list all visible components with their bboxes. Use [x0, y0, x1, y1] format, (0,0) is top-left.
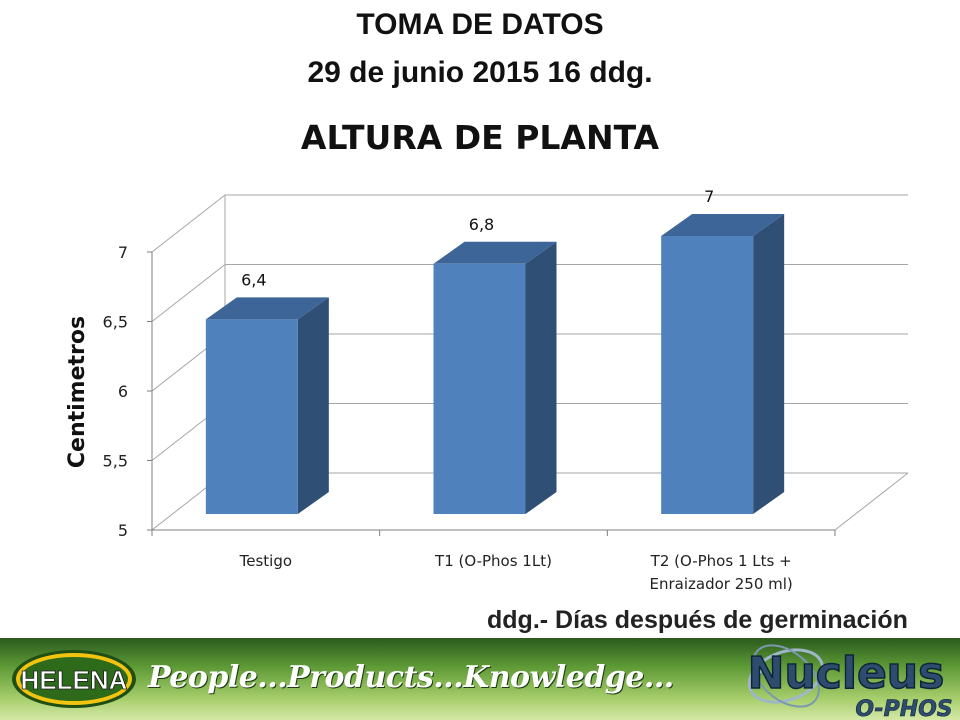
- gridline-diagonal: [151, 194, 226, 253]
- floor-edge: [834, 472, 909, 531]
- gridline-diagonal: [151, 264, 226, 322]
- slide-title-line-2: 29 de junio 2015 16 ddg.: [307, 56, 653, 89]
- data-label: 7: [704, 187, 714, 206]
- bar-top: [433, 241, 557, 264]
- bar: [205, 319, 298, 514]
- nucleus-ophos-logo: Nucleus O-PHOS: [747, 644, 953, 720]
- chart-bars: [205, 214, 785, 515]
- bar: [433, 263, 526, 514]
- bar-group: [205, 297, 329, 514]
- y-axis-title: Centimetros: [65, 316, 90, 468]
- bar-top: [205, 297, 329, 320]
- data-label: 6,4: [241, 270, 266, 289]
- chart-title: ALTURA DE PLANTA: [300, 118, 660, 157]
- helena-brand-text: HELENA: [21, 665, 128, 695]
- y-tick-label: 5,5: [103, 452, 128, 471]
- nucleus-text: Nucleus: [748, 648, 945, 699]
- x-tick-label: T1 (O-Phos 1Lt): [434, 552, 552, 570]
- footnote-text: ddg.- Días después de germinación: [487, 606, 908, 634]
- bar-side: [525, 241, 557, 515]
- y-tick-label: 7: [118, 243, 128, 262]
- bar-side: [297, 297, 329, 514]
- footnote: ddg.- Días después de germinación: [487, 606, 908, 635]
- x-tick-label: Enraizador 250 ml): [650, 575, 793, 593]
- data-label: 6,8: [469, 215, 494, 234]
- helena-logo: HELENA: [12, 650, 136, 708]
- footer-slogan: People...Products...Knowledge...: [148, 660, 674, 695]
- x-tick-label: Testigo: [239, 552, 292, 570]
- ophos-text: O-PHOS: [855, 697, 952, 720]
- bar-top: [661, 214, 785, 236]
- bar-group: [661, 214, 785, 514]
- y-tick-label: 6: [118, 382, 128, 401]
- chart-labels: 5 5,5 6 6,5 7 Centimetros 6,4 Testigo 6,8 T1 (O-P…: [65, 187, 793, 593]
- chart-axes: [147, 251, 836, 536]
- slide-title-line-1: TOMA DE DATOS: [356, 8, 604, 41]
- bar-group: [433, 241, 557, 515]
- y-tick-label: 6,5: [103, 313, 128, 332]
- bar-side: [753, 214, 785, 514]
- bar: [661, 236, 754, 514]
- y-tick-label: 5: [118, 521, 128, 540]
- x-tick-label: T2 (O-Phos 1 Lts +: [650, 552, 792, 570]
